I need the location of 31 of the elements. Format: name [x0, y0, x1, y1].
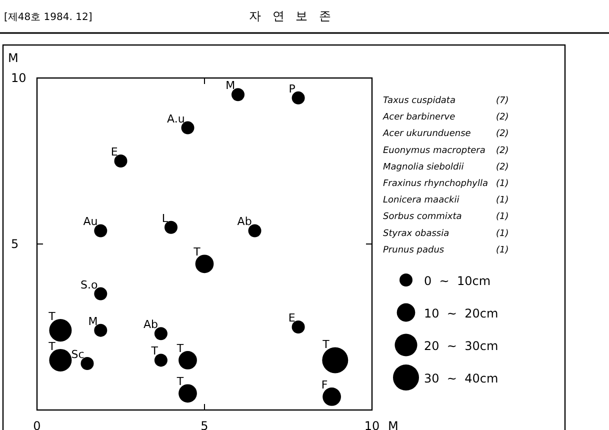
- annotation: T: [48, 310, 56, 324]
- y-axis-title: M: [8, 51, 18, 65]
- legend-label: 0 ~ 10cm: [424, 274, 491, 288]
- annotation: E: [110, 146, 118, 158]
- annotation: E: [288, 312, 296, 324]
- annotation: Ab: [237, 215, 252, 228]
- x-axis-title: M: [388, 419, 398, 430]
- annotation: F: [321, 378, 328, 392]
- x-tick-label: 10: [364, 419, 380, 430]
- annotation: L: [162, 212, 169, 225]
- annotation: T: [322, 338, 330, 352]
- annotation: T: [176, 375, 184, 388]
- annotation: Sc: [71, 348, 84, 362]
- legend-label: 20 ~ 30cm: [424, 339, 498, 353]
- annotation: Ab: [144, 318, 158, 332]
- annotation: Au: [83, 215, 98, 228]
- annotation: P: [288, 82, 296, 96]
- x-tick-label: 0: [33, 419, 41, 430]
- text: 자 연 보 존: [248, 9, 332, 23]
- annotation: T: [192, 246, 201, 259]
- legend-label: 10 ~ 20cm: [424, 306, 498, 320]
- annotation: T: [150, 344, 158, 358]
- annotation: A.u: [167, 112, 185, 126]
- legend-label: 30 ~ 40cm: [424, 372, 498, 386]
- text: [제48호 1984. 12]: [4, 12, 92, 23]
- annotation: T: [48, 340, 56, 353]
- annotation: T: [176, 342, 184, 356]
- x-tick-label: 5: [200, 419, 208, 430]
- annotation: M: [226, 79, 236, 92]
- annotation: S.o: [80, 278, 98, 292]
- annotation: M: [88, 314, 98, 328]
